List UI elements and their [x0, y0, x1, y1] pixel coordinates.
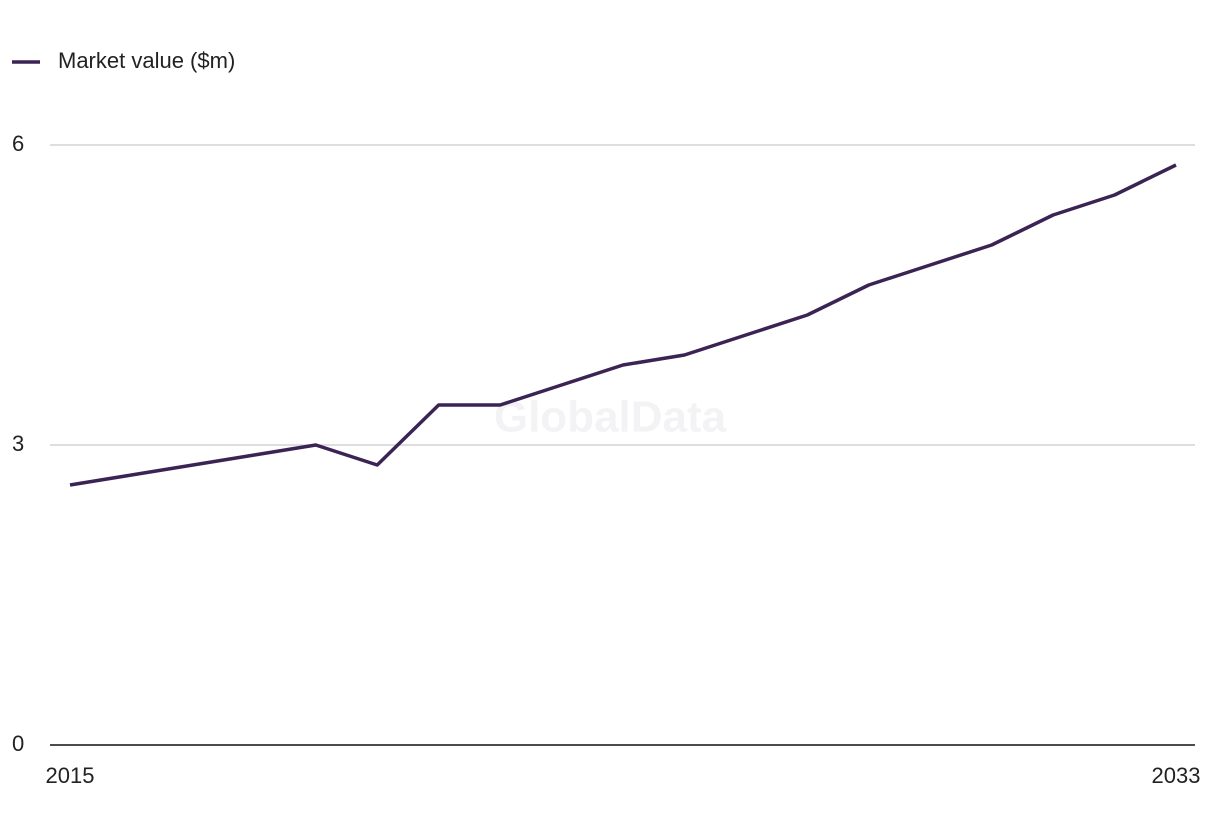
- x-tick-label: 2015: [46, 763, 95, 788]
- y-tick-label: 3: [12, 431, 24, 456]
- x-tick-label: 2033: [1152, 763, 1201, 788]
- legend-label: Market value ($m): [58, 48, 235, 73]
- watermark: GlobalData: [494, 393, 727, 442]
- y-tick-label: 6: [12, 131, 24, 156]
- line: [69, 163, 1177, 487]
- y-tick-label: 0: [12, 731, 24, 756]
